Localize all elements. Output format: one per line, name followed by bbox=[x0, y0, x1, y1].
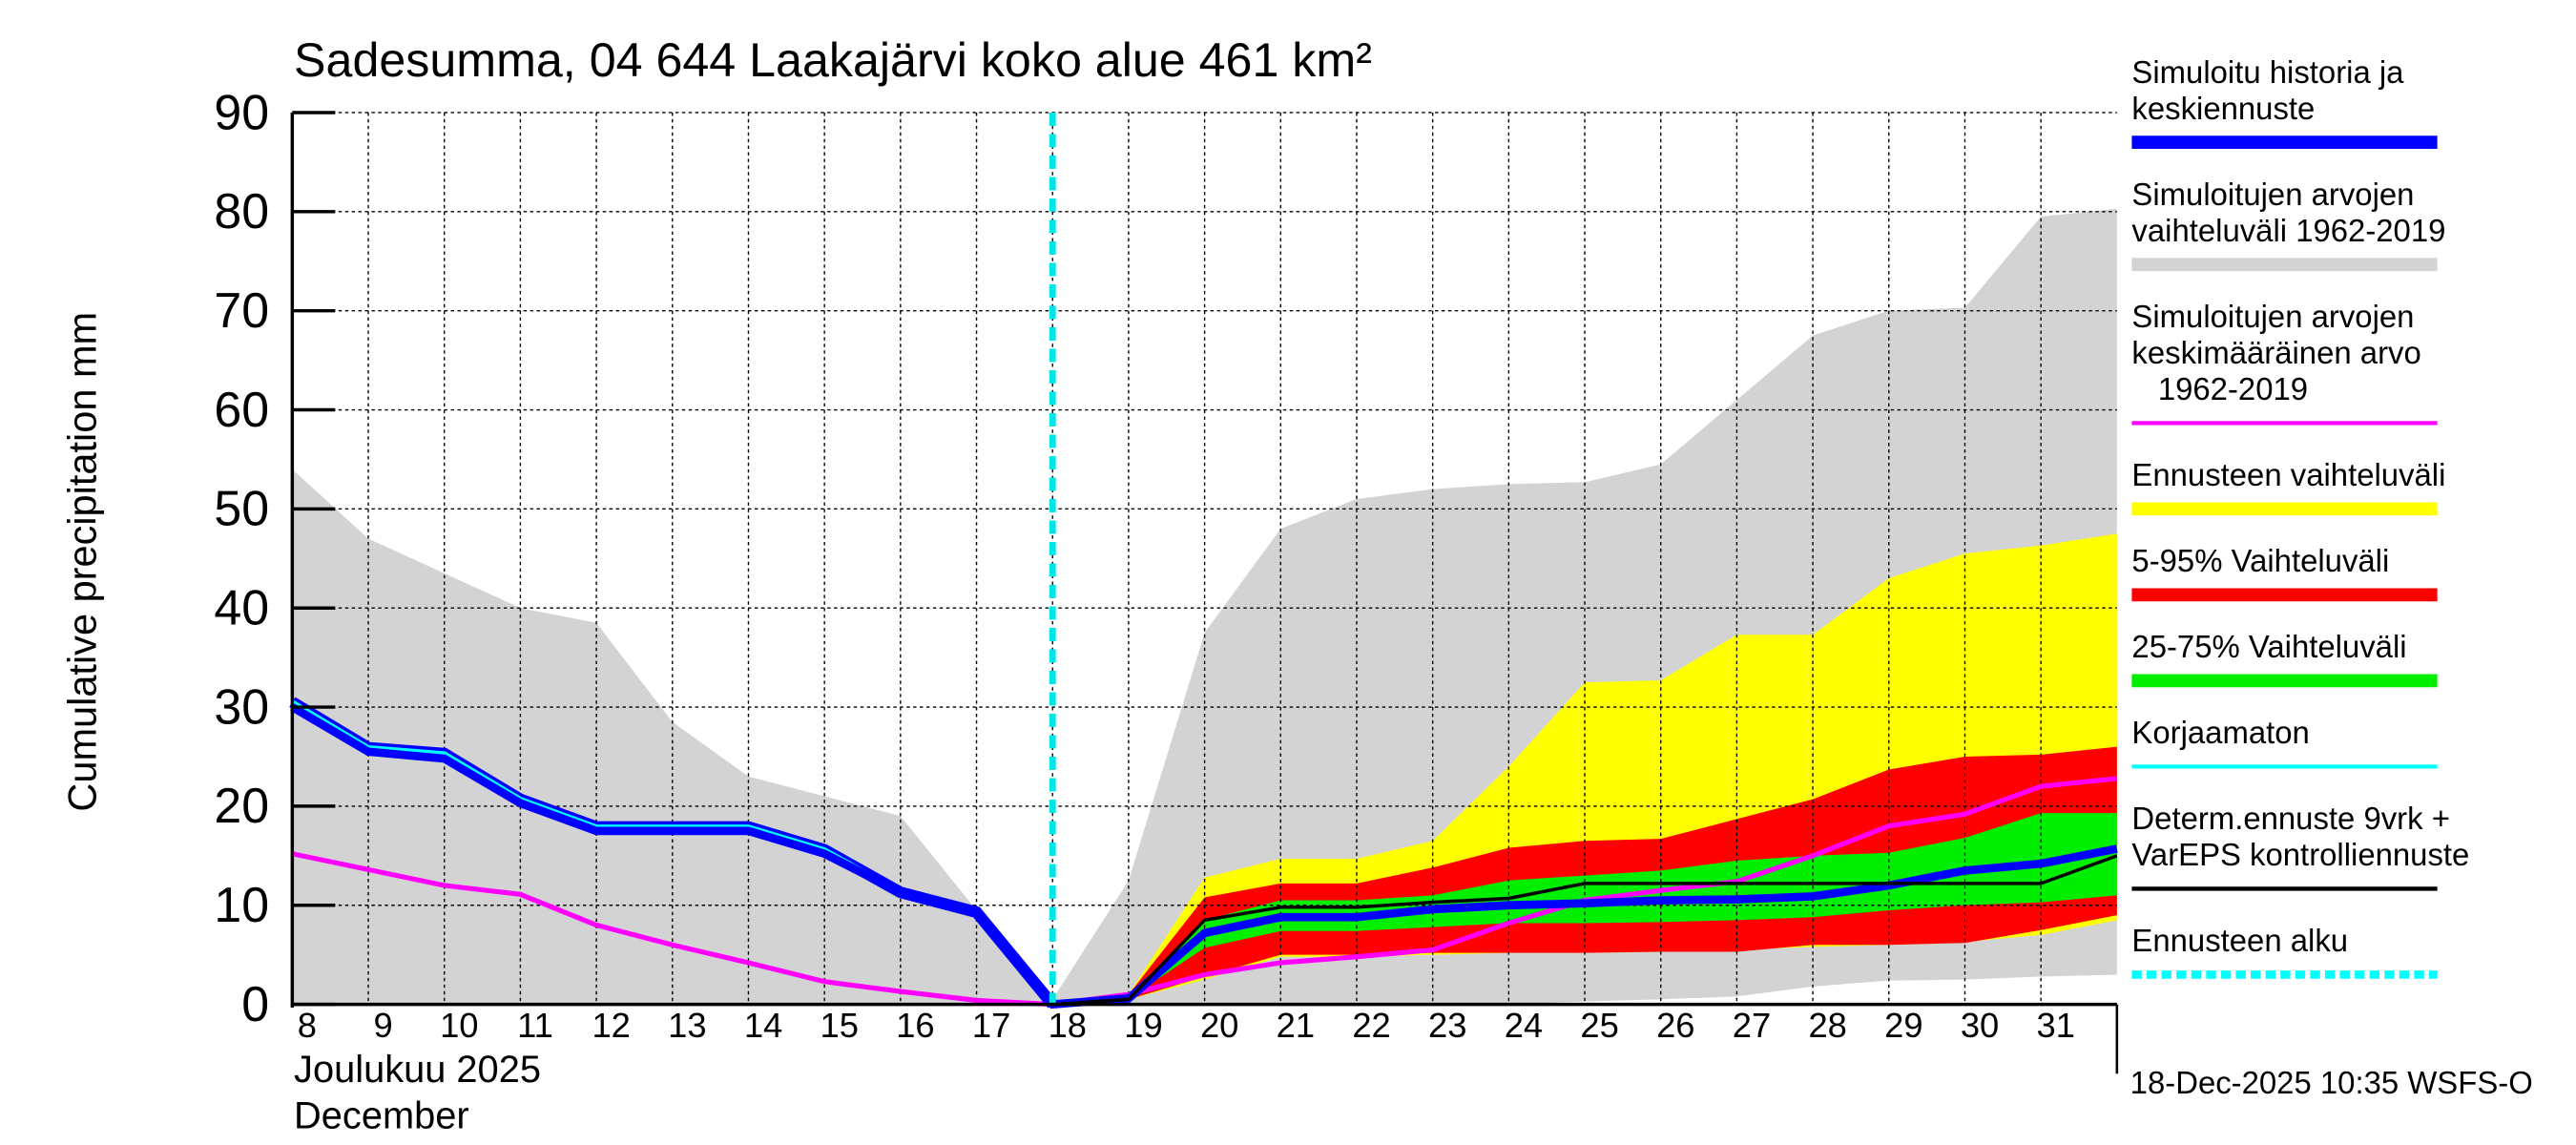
x-tick-label: 10 bbox=[440, 1006, 478, 1045]
legend-label: Simuloitu historia ja bbox=[2131, 54, 2404, 90]
y-tick-label: 20 bbox=[214, 779, 269, 834]
x-tick-label: 16 bbox=[896, 1006, 934, 1045]
y-tick-label: 40 bbox=[214, 581, 269, 636]
x-tick-label: 31 bbox=[2037, 1006, 2075, 1045]
x-axis-label-en: December bbox=[294, 1094, 469, 1136]
legend-label: Ennusteen vaihteluväli bbox=[2131, 457, 2445, 492]
x-tick-label: 21 bbox=[1277, 1006, 1315, 1045]
y-tick-label: 30 bbox=[214, 679, 269, 735]
x-tick-label: 13 bbox=[668, 1006, 706, 1045]
y-tick-label: 50 bbox=[214, 482, 269, 537]
legend-label: 25-75% Vaihteluväli bbox=[2131, 629, 2406, 664]
band-25-75-vaihteluva-li bbox=[1052, 813, 2117, 1005]
footer-timestamp: 18-Dec-2025 10:35 WSFS-O bbox=[2130, 1065, 2533, 1100]
x-tick-label: 28 bbox=[1808, 1006, 1846, 1045]
x-tick-label: 17 bbox=[972, 1006, 1010, 1045]
legend-label: keskimääräinen arvo bbox=[2131, 335, 2420, 370]
y-tick-label: 10 bbox=[214, 878, 269, 933]
x-tick-label: 14 bbox=[744, 1006, 782, 1045]
legend-label: Ennusteen alku bbox=[2131, 923, 2348, 958]
y-axis-label: Cumulative precipitation mm bbox=[59, 312, 104, 812]
x-tick-label: 18 bbox=[1049, 1006, 1087, 1045]
x-tick-label: 29 bbox=[1884, 1006, 1922, 1045]
x-tick-label: 20 bbox=[1200, 1006, 1238, 1045]
x-tick-label: 9 bbox=[374, 1006, 393, 1045]
series-line-simuloitu-historia-ja-keskiennuste bbox=[290, 703, 2118, 1010]
x-tick-label: 22 bbox=[1352, 1006, 1390, 1045]
y-tick-label: 90 bbox=[214, 85, 269, 140]
x-tick-label: 25 bbox=[1580, 1006, 1618, 1045]
x-tick-label: 26 bbox=[1656, 1006, 1694, 1045]
x-tick-label: 12 bbox=[592, 1006, 630, 1045]
legend-label: VarEPS kontrolliennuste bbox=[2131, 837, 2469, 872]
y-tick-label: 70 bbox=[214, 283, 269, 339]
series-line-determ-ennuste-9vrk-vareps-kontrolliennuste bbox=[1052, 854, 2118, 1007]
x-tick-label: 24 bbox=[1505, 1006, 1543, 1045]
series-line-simuloitujen-arvojen-keskima-a-ra-inen-arvo-1962-2019 bbox=[291, 776, 2118, 1008]
legend-label: keskiennuste bbox=[2131, 91, 2315, 126]
legend-label: 1962-2019 bbox=[2131, 371, 2308, 406]
legend-label: Simuloitujen arvojen bbox=[2131, 177, 2414, 212]
x-tick-label: 8 bbox=[298, 1006, 317, 1045]
y-tick-label: 0 bbox=[241, 977, 269, 1032]
legend-label: vaihteluväli 1962-2019 bbox=[2131, 213, 2445, 248]
legend-label: Determ.ennuste 9vrk + bbox=[2131, 801, 2449, 836]
legend-label: Korjaamaton bbox=[2131, 715, 2309, 750]
y-tick-label: 60 bbox=[214, 383, 269, 438]
x-axis-label-fi: Joulukuu 2025 bbox=[294, 1049, 541, 1091]
y-tick-label: 80 bbox=[214, 184, 269, 239]
x-tick-label: 19 bbox=[1124, 1006, 1162, 1045]
chart-title: Sadesumma, 04 644 Laakajärvi koko alue 4… bbox=[294, 33, 1372, 87]
legend-label: Simuloitujen arvojen bbox=[2131, 299, 2414, 334]
axes-layer: 8 9 10 11 12 13 14 15 16 17 18 19 20 21 22 23 24 25 26 27 28… bbox=[214, 85, 2119, 1074]
x-tick-label: 15 bbox=[821, 1006, 859, 1045]
x-tick-label: 23 bbox=[1428, 1006, 1466, 1045]
x-tick-label: 11 bbox=[517, 1006, 553, 1045]
lines-layer bbox=[289, 112, 2118, 1010]
x-tick-label: 30 bbox=[1961, 1006, 1999, 1045]
legend-label: 5-95% Vaihteluväli bbox=[2131, 543, 2389, 578]
x-tick-label: 27 bbox=[1733, 1006, 1771, 1045]
